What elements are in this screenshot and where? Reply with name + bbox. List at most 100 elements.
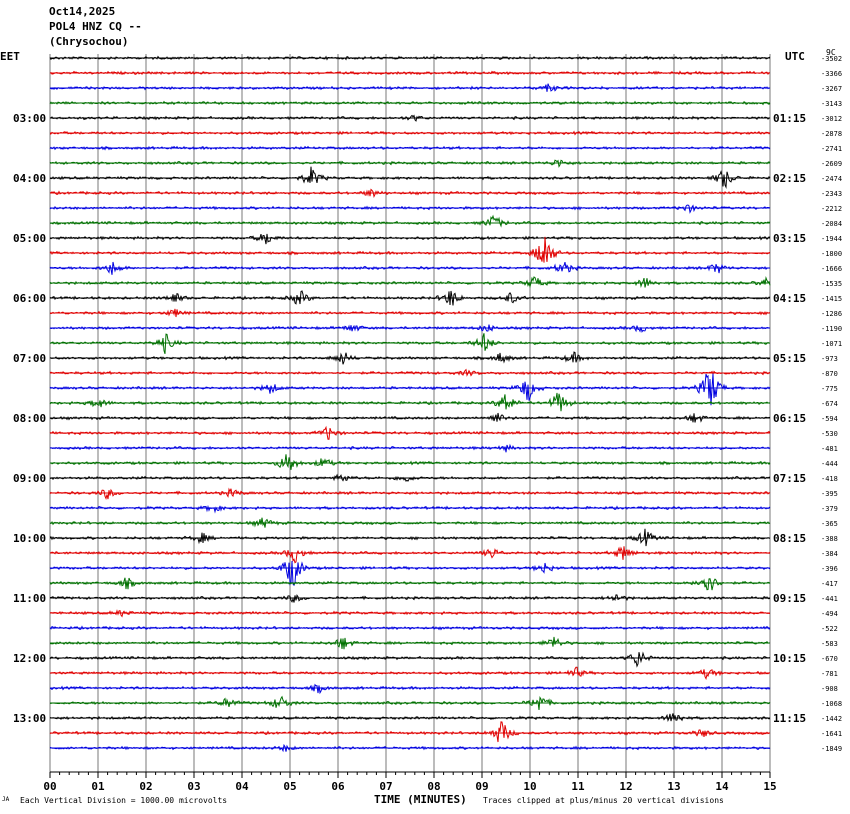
trace-offset-label: -379: [821, 505, 838, 513]
seismic-trace: [49, 55, 771, 61]
seismic-trace: [49, 454, 771, 470]
seismic-trace: [49, 517, 771, 528]
seismic-trace: [49, 324, 771, 333]
seismic-trace: [49, 721, 771, 743]
trace-offset-label: -1666: [821, 265, 842, 273]
x-tick-label: 15: [763, 780, 776, 793]
trace-offset-label: -583: [821, 640, 838, 648]
x-tick-label: 08: [427, 780, 440, 793]
x-tick-label: 12: [619, 780, 632, 793]
seismic-trace: [49, 261, 771, 275]
trace-offset-label: -1800: [821, 250, 842, 258]
trace-offset-label: -2474: [821, 175, 842, 183]
trace-offset-label: -441: [821, 595, 838, 603]
seismic-trace: [49, 560, 771, 587]
x-tick-label: 06: [331, 780, 345, 793]
seismic-trace: [49, 713, 771, 723]
seismic-trace: [49, 625, 771, 631]
right-time-label: 04:15: [773, 292, 806, 305]
x-tick-label: 01: [91, 780, 105, 793]
seismic-trace: [49, 368, 771, 377]
x-tick-label: 07: [379, 780, 392, 793]
left-time-label: 07:00: [13, 352, 46, 365]
trace-offset-label: -384: [821, 550, 838, 558]
x-tick-label: 14: [715, 780, 729, 793]
seismic-trace: [49, 651, 771, 668]
seismic-trace: [49, 528, 771, 547]
left-time-label: 08:00: [13, 412, 46, 425]
x-tick-label: 11: [571, 780, 585, 793]
x-tick-label: 00: [43, 780, 56, 793]
trace-offset-label: -1190: [821, 325, 842, 333]
trace-offset-label: -670: [821, 655, 838, 663]
left-time-label: 10:00: [13, 532, 46, 545]
seismic-trace: [49, 425, 771, 440]
x-tick-label: 04: [235, 780, 249, 793]
x-tick-label: 10: [523, 780, 536, 793]
x-tick-label: 05: [283, 780, 296, 793]
left-time-label: 04:00: [13, 172, 46, 185]
right-time-label: 03:15: [773, 232, 806, 245]
trace-offset-label: -1641: [821, 730, 842, 738]
x-axis-title: TIME (MINUTES): [374, 793, 467, 806]
trace-offset-label: -494: [821, 610, 838, 618]
trace-offset-label: -2878: [821, 130, 842, 138]
corner-mark: JA: [2, 796, 10, 803]
right-time-label: 10:15: [773, 652, 806, 665]
x-tick-label: 03: [187, 780, 200, 793]
seismic-trace: [49, 83, 771, 92]
seismic-trace: [49, 683, 771, 695]
seismic-trace: [49, 145, 771, 151]
trace-offset-label: -1286: [821, 310, 842, 318]
trace-offset-label: -388: [821, 535, 838, 543]
trace-offset-label: -973: [821, 355, 838, 363]
x-tick-label: 02: [139, 780, 152, 793]
left-timezone-label: EET: [0, 50, 20, 63]
trace-offset-label: -870: [821, 370, 838, 378]
seismic-trace: [49, 392, 771, 412]
right-time-label: 07:15: [773, 472, 806, 485]
trace-offset-label: -522: [821, 625, 838, 633]
left-time-label: 09:00: [13, 472, 46, 485]
seismic-trace: [49, 666, 771, 681]
trace-offset-label: -2343: [821, 190, 842, 198]
seismic-trace: [49, 236, 771, 263]
trace-offset-label: -1535: [821, 280, 842, 288]
trace-offset-label: -908: [821, 685, 838, 693]
trace-offset-label: -2741: [821, 145, 842, 153]
seismic-trace: [49, 412, 771, 423]
seismic-trace: [49, 166, 771, 190]
seismic-trace: [50, 609, 771, 618]
left-time-label: 11:00: [13, 592, 46, 605]
trace-offset-label: -365: [821, 520, 838, 528]
seismic-trace: [49, 333, 771, 355]
station-location: (Chrysochou): [49, 35, 129, 48]
seismic-trace: [50, 546, 771, 564]
trace-offset-label: -3143: [821, 100, 842, 108]
station-code: POL4 HNZ CQ --: [49, 20, 142, 33]
seismic-trace: [49, 743, 771, 753]
trace-offset-label: -781: [821, 670, 838, 678]
trace-offset-label: -1442: [821, 715, 842, 723]
seismic-trace: [49, 100, 771, 106]
clip-note: Traces clipped at plus/minus 20 vertical…: [483, 796, 724, 805]
right-time-label: 05:15: [773, 352, 806, 365]
right-timezone-label: UTC: [785, 50, 805, 63]
trace-offset-label: -2084: [821, 220, 842, 228]
scale-note: Each Vertical Division = 1000.00 microvo…: [20, 796, 228, 805]
seismic-trace: [49, 373, 771, 406]
right-time-label: 08:15: [773, 532, 806, 545]
trace-offset-label: -674: [821, 400, 838, 408]
trace-offset-label: -1068: [821, 700, 842, 708]
right-time-label: 09:15: [773, 592, 806, 605]
seismic-trace: [49, 636, 771, 650]
seismic-trace: [49, 114, 771, 122]
seismic-trace: [49, 577, 771, 591]
x-tick-label: 09: [475, 780, 488, 793]
scale-unit-label: 9C: [826, 48, 836, 57]
seismic-trace: [49, 695, 771, 710]
right-time-label: 02:15: [773, 172, 806, 185]
trace-offset-label: -3012: [821, 115, 842, 123]
seismic-trace: [49, 233, 771, 245]
